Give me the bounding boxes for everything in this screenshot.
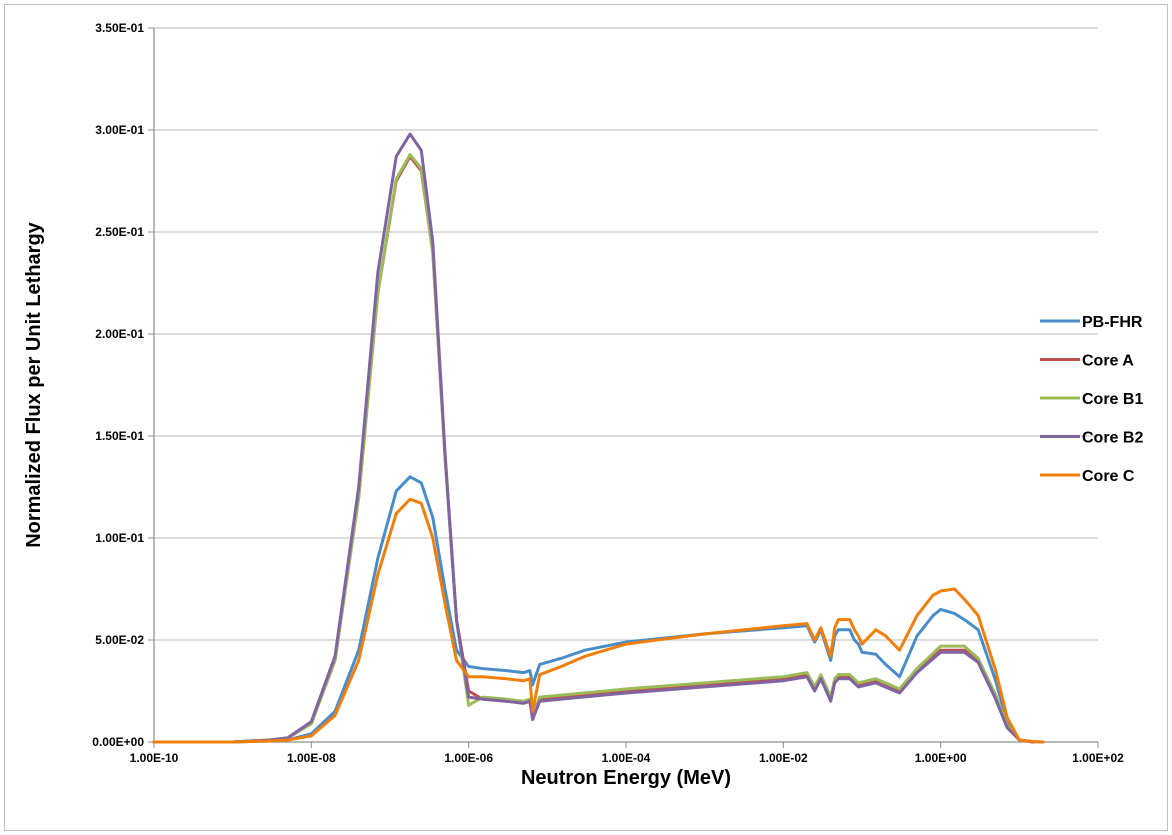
y-tick-label: 3.00E-01 — [95, 123, 144, 137]
legend-label: Core B1 — [1082, 391, 1143, 408]
x-axis-title: Neutron Energy (MeV) — [521, 767, 731, 789]
grid-lines — [154, 27, 1098, 641]
series-lines — [152, 132, 1045, 744]
y-tick-label: 1.50E-01 — [95, 429, 144, 443]
y-tick-label: 2.50E-01 — [95, 225, 144, 239]
x-tick-label: 1.00E-04 — [602, 751, 651, 765]
x-tick-labels: 1.00E-10 1.00E-08 1.00E-06 1.00E-04 1.00E-02… — [130, 751, 1125, 765]
series-line-pb-fhr — [152, 475, 1045, 744]
y-tick-label: 0.00E+00 — [92, 735, 144, 749]
y-tick-label: 3.50E-01 — [95, 21, 144, 35]
x-tick-label: 1.00E-08 — [287, 751, 336, 765]
legend-item: Core B2 — [1040, 430, 1143, 447]
legend-label: Core B2 — [1082, 430, 1143, 447]
y-tick-label: 1.00E-01 — [95, 531, 144, 545]
series-line-core-b2 — [152, 132, 1035, 744]
axes — [148, 27, 1099, 748]
x-tick-label: 1.00E-02 — [759, 751, 808, 765]
legend-item: Core C — [1040, 468, 1135, 485]
legend-item: PB-FHR — [1040, 314, 1143, 331]
x-tick-label: 1.00E+00 — [915, 751, 967, 765]
x-tick-label: 1.00E-06 — [444, 751, 493, 765]
legend-label: Core C — [1082, 468, 1135, 485]
legend-item: Core A — [1040, 353, 1134, 370]
y-tick-label: 2.00E-01 — [95, 327, 144, 341]
legend-label: PB-FHR — [1082, 314, 1143, 331]
y-tick-labels: 0.00E+00 5.00E-02 1.00E-01 1.50E-01 2.00E-01… — [92, 21, 144, 749]
y-axis-title: Normalized Flux per Unit Lethargy — [23, 221, 45, 547]
y-tick-label: 5.00E-02 — [95, 633, 144, 647]
legend-label: Core A — [1082, 353, 1134, 370]
x-tick-label: 1.00E-10 — [130, 751, 179, 765]
x-tick-label: 1.00E+02 — [1072, 751, 1124, 765]
legend-item: Core B1 — [1040, 391, 1143, 408]
legend: PB-FHR Core A Core B1 Core B2 Core C — [1040, 314, 1143, 485]
series-line-core-b1 — [152, 152, 1035, 744]
series-line-core-c — [152, 497, 1045, 744]
